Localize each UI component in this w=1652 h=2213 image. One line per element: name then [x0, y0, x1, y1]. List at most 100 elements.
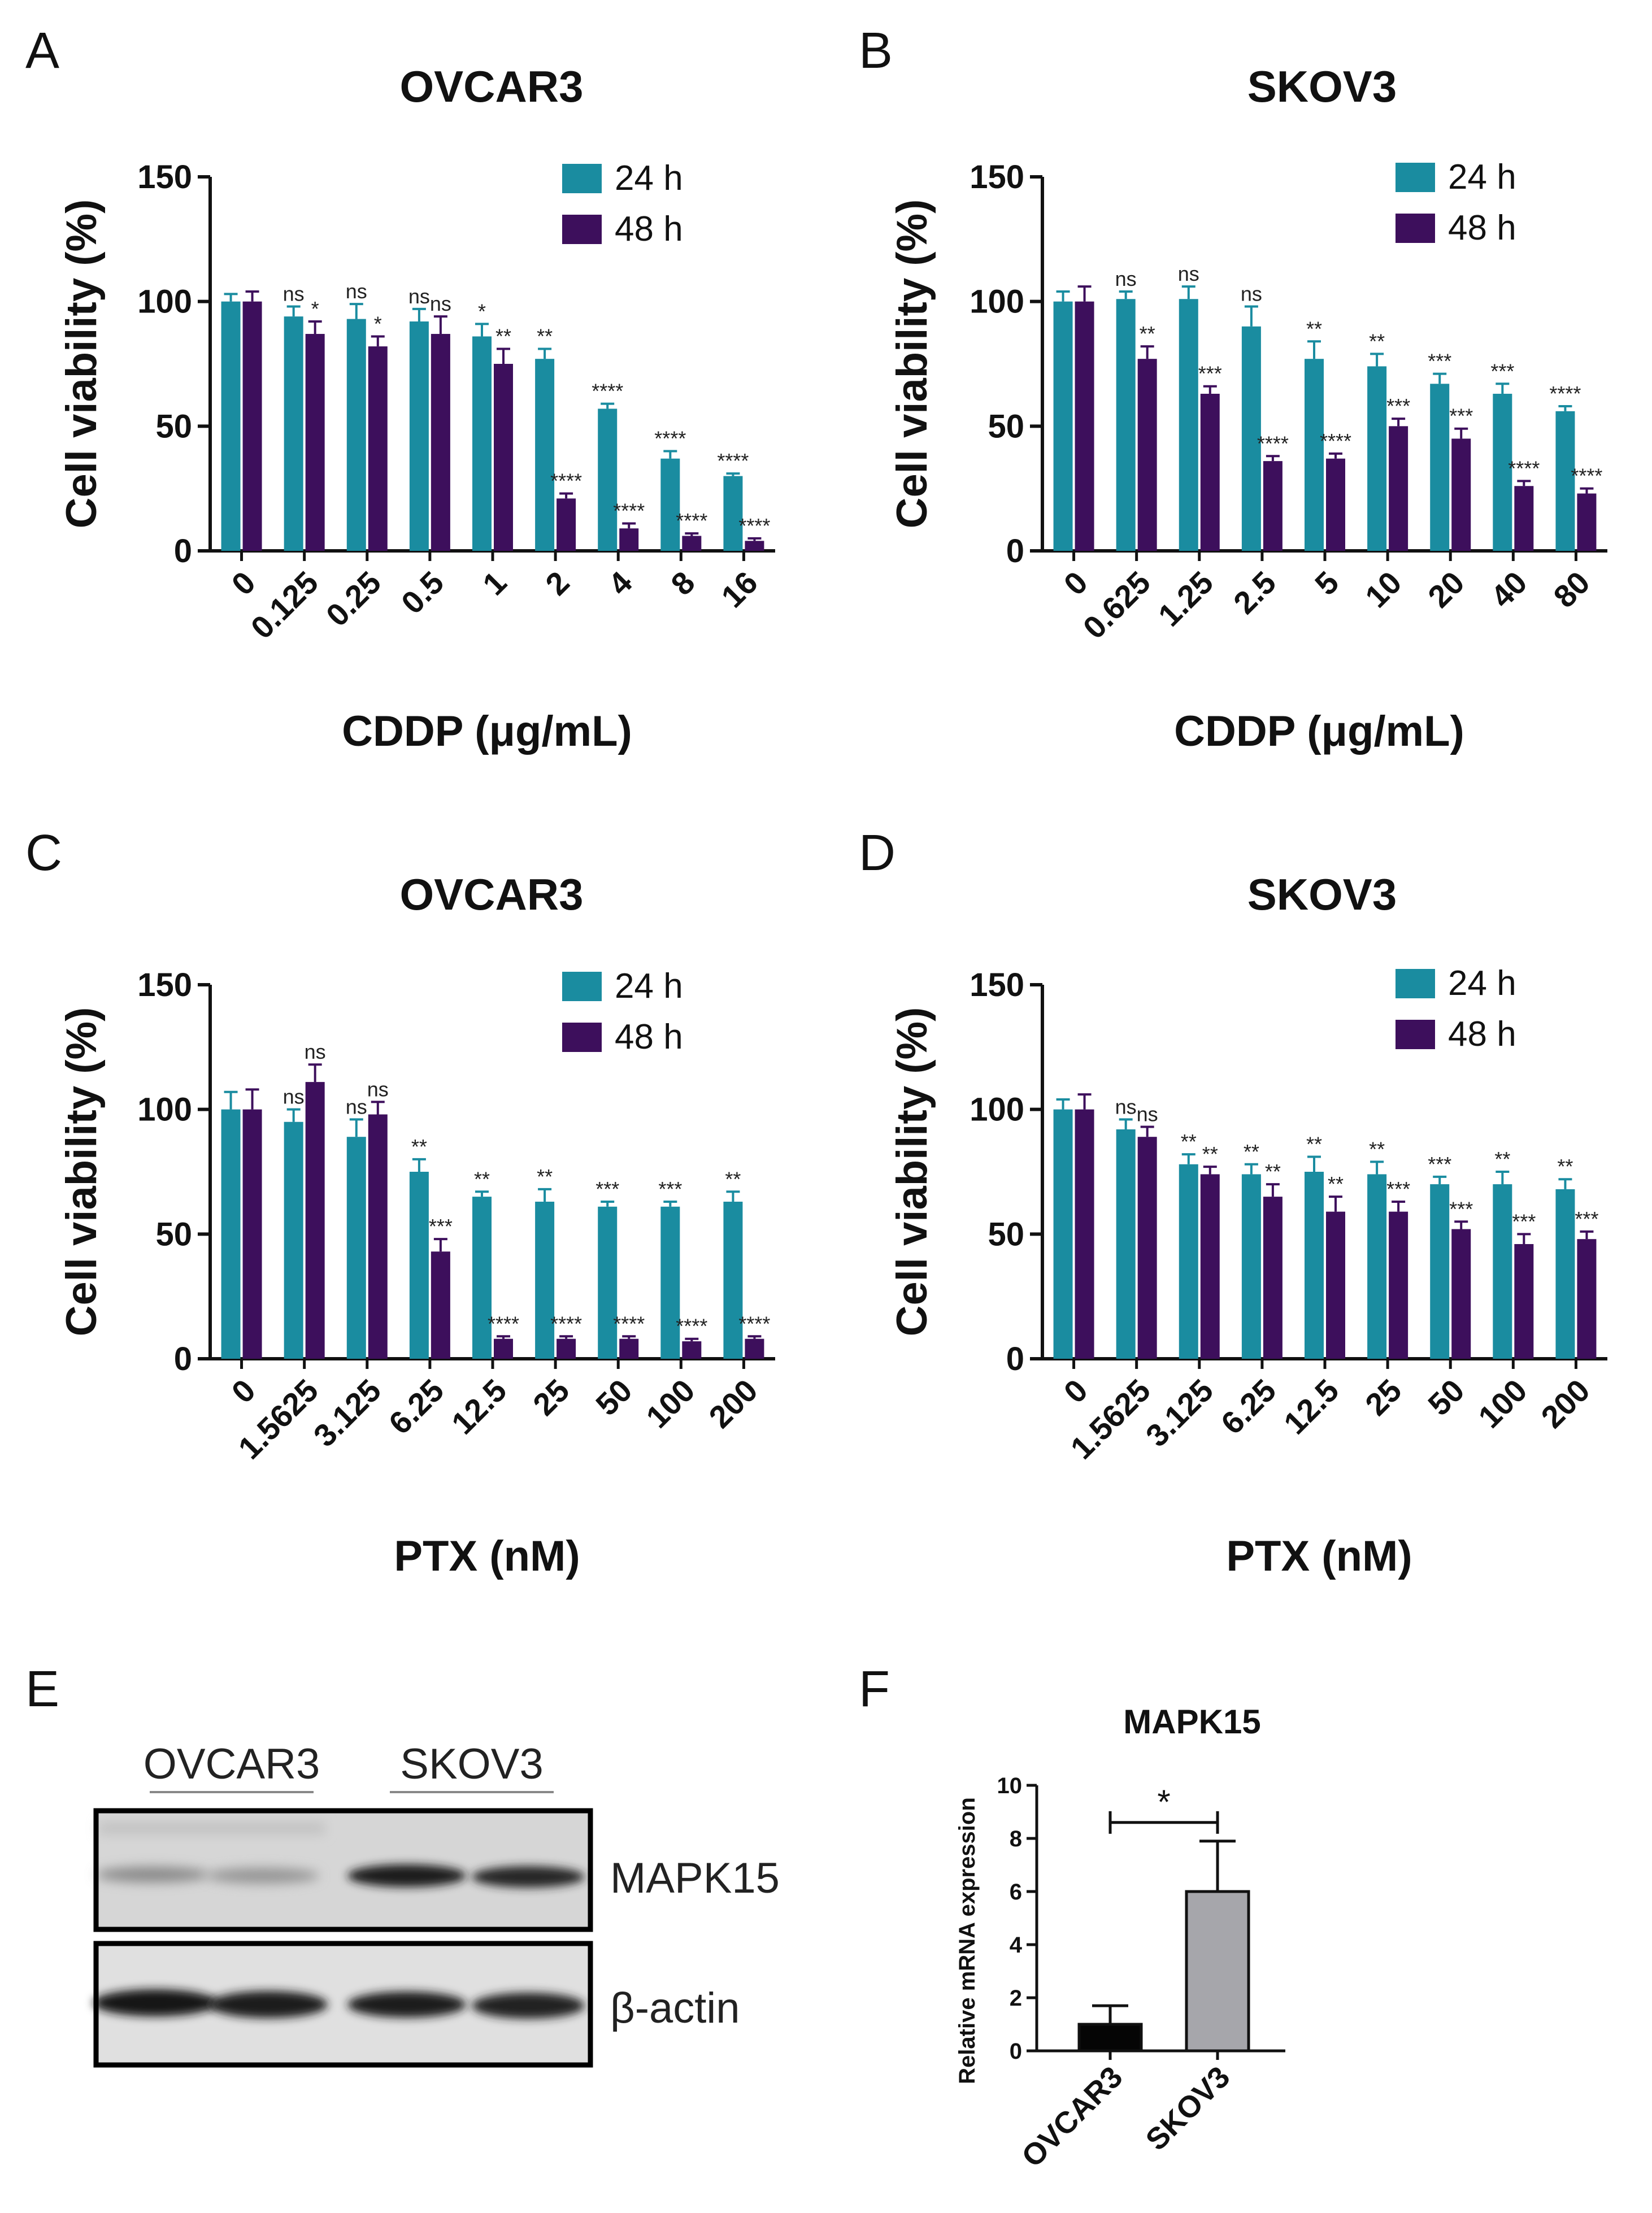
- band-actin-skov3-2: [472, 1993, 585, 2019]
- bar-24h: [284, 1121, 303, 1359]
- x-axis-label: CDDP (μg/mL): [342, 707, 632, 755]
- significance-label: ****: [1571, 464, 1602, 488]
- bar-24h: [1241, 1174, 1261, 1359]
- x-tick-label: 0: [1057, 1372, 1094, 1410]
- bar-48h: [1200, 393, 1220, 551]
- significance-label: ns: [1241, 282, 1262, 305]
- blot-mapk15: [93, 1808, 593, 1932]
- legend-label-24h: 24 h: [1448, 964, 1516, 1003]
- legend-swatch-48h: [1395, 214, 1435, 243]
- x-tick-label: 3.125: [307, 1372, 388, 1454]
- bar-48h: [368, 1114, 388, 1359]
- band-actin-ovcar3-2: [209, 1991, 328, 2018]
- significance-label: ****: [654, 427, 686, 450]
- chart-title: SKOV3: [1247, 62, 1397, 111]
- bar-48h: [1263, 1197, 1283, 1359]
- y-tick-label: 4: [1010, 1933, 1023, 1958]
- y-tick-label: 100: [970, 1092, 1024, 1128]
- y-tick-label: 100: [970, 284, 1024, 320]
- panel-letter-b: B: [859, 23, 893, 79]
- bar-48h: [619, 528, 639, 551]
- bar-48h: [242, 1109, 262, 1359]
- bar-24h: [660, 1206, 680, 1359]
- significance-label: ****: [717, 449, 749, 472]
- significance-label: ***: [1198, 362, 1222, 385]
- x-tick-label: 10: [1358, 564, 1408, 615]
- significance-label: **: [1265, 1160, 1281, 1183]
- significance-label: ****: [550, 1312, 582, 1335]
- significance-label: **: [1306, 1133, 1322, 1156]
- bar-48h: [242, 301, 262, 551]
- bar-24h: [535, 359, 555, 551]
- significance-label: ns: [283, 1085, 305, 1108]
- significance-label: **: [1306, 317, 1322, 340]
- legend-label-48h: 48 h: [615, 210, 683, 249]
- significance-label: ****: [738, 1312, 770, 1335]
- band-mapk15-ovcar3-1: [96, 1867, 209, 1882]
- significance-label: **: [411, 1135, 427, 1158]
- bar-24h: [1555, 1189, 1575, 1359]
- y-tick-label: 0: [1006, 1341, 1024, 1377]
- significance-label: ****: [1549, 382, 1581, 405]
- y-tick-label: 2: [1010, 1986, 1022, 2011]
- x-tick-label: 0.25: [319, 564, 388, 633]
- significance-label: ****: [1257, 432, 1289, 455]
- y-tick-label: 100: [137, 284, 192, 320]
- bar-24h: [1493, 393, 1512, 551]
- x-tick-label: 0: [224, 1372, 262, 1410]
- significance-label: *: [374, 312, 382, 335]
- significance-label: ****: [738, 514, 770, 537]
- bar-24h: [1367, 1174, 1387, 1359]
- bar-48h: [619, 1338, 639, 1359]
- bar-24h: [1179, 1164, 1198, 1359]
- y-tick-label: 0: [174, 1341, 192, 1377]
- bar-48h: [1263, 461, 1283, 551]
- bar-48h: [305, 334, 325, 551]
- y-tick-label: 0: [1010, 2039, 1022, 2064]
- bar-48h: [1514, 486, 1534, 551]
- y-axis-label: Cell viability (%): [58, 1007, 106, 1337]
- significance-label: ***: [429, 1215, 453, 1238]
- bar-skov3: [1185, 1890, 1250, 2053]
- bar-24h: [221, 301, 241, 551]
- significance-label: ****: [1320, 429, 1351, 453]
- legend-swatch-24h: [1395, 969, 1435, 998]
- bar-48h: [1137, 1137, 1157, 1359]
- western-blot-panel: OVCAR3 SKOV3 MAPK15 β-actin: [93, 1740, 780, 2068]
- y-axis-label: Cell viability (%): [888, 199, 936, 529]
- bar-48h: [1137, 359, 1157, 551]
- significance-label: ns: [283, 282, 305, 305]
- bar-48h: [682, 536, 702, 551]
- significance-label: ns: [408, 285, 430, 308]
- x-tick-label: 1: [476, 564, 514, 602]
- x-tick-label: 80: [1546, 564, 1597, 615]
- bar-48h: [494, 1338, 513, 1359]
- bar-48h: [368, 346, 388, 551]
- chart-title: OVCAR3: [399, 62, 583, 111]
- blot-mapk15-frame: [93, 1808, 593, 1932]
- significance-label: ns: [305, 1040, 326, 1063]
- x-tick-label: 200: [702, 1372, 764, 1435]
- chart-f-mapk15-expression: MAPK15 Relative mRNA expression 0 2 4 6 8 10 OVC…: [955, 1703, 1285, 2174]
- x-tick-label: 4: [601, 564, 639, 602]
- bar-48h: [557, 1338, 576, 1359]
- blot-mapk15-upper-smear: [99, 1822, 325, 1834]
- significance-label: ns: [1115, 267, 1137, 290]
- bar-24h: [409, 1172, 429, 1359]
- legend-swatch-24h: [1395, 163, 1435, 192]
- x-tick-label: 200: [1534, 1372, 1597, 1435]
- x-tick-label: 6.25: [382, 1372, 451, 1441]
- x-tick-label: 100: [1471, 1372, 1534, 1435]
- bar-ovcar3: [1077, 2023, 1143, 2053]
- significance-label: ****: [550, 469, 582, 492]
- significance-label: **: [537, 325, 553, 348]
- significance-label: ****: [613, 1312, 645, 1335]
- bar-48h: [1075, 1109, 1094, 1359]
- bar-48h: [557, 498, 576, 551]
- y-tick-label: 100: [137, 1092, 192, 1128]
- x-tick-label: 2.5: [1227, 564, 1283, 621]
- y-tick-label: 0: [1006, 533, 1024, 569]
- x-tick-label: 100: [639, 1372, 702, 1435]
- band-mapk15-ovcar3-2: [206, 1868, 319, 1884]
